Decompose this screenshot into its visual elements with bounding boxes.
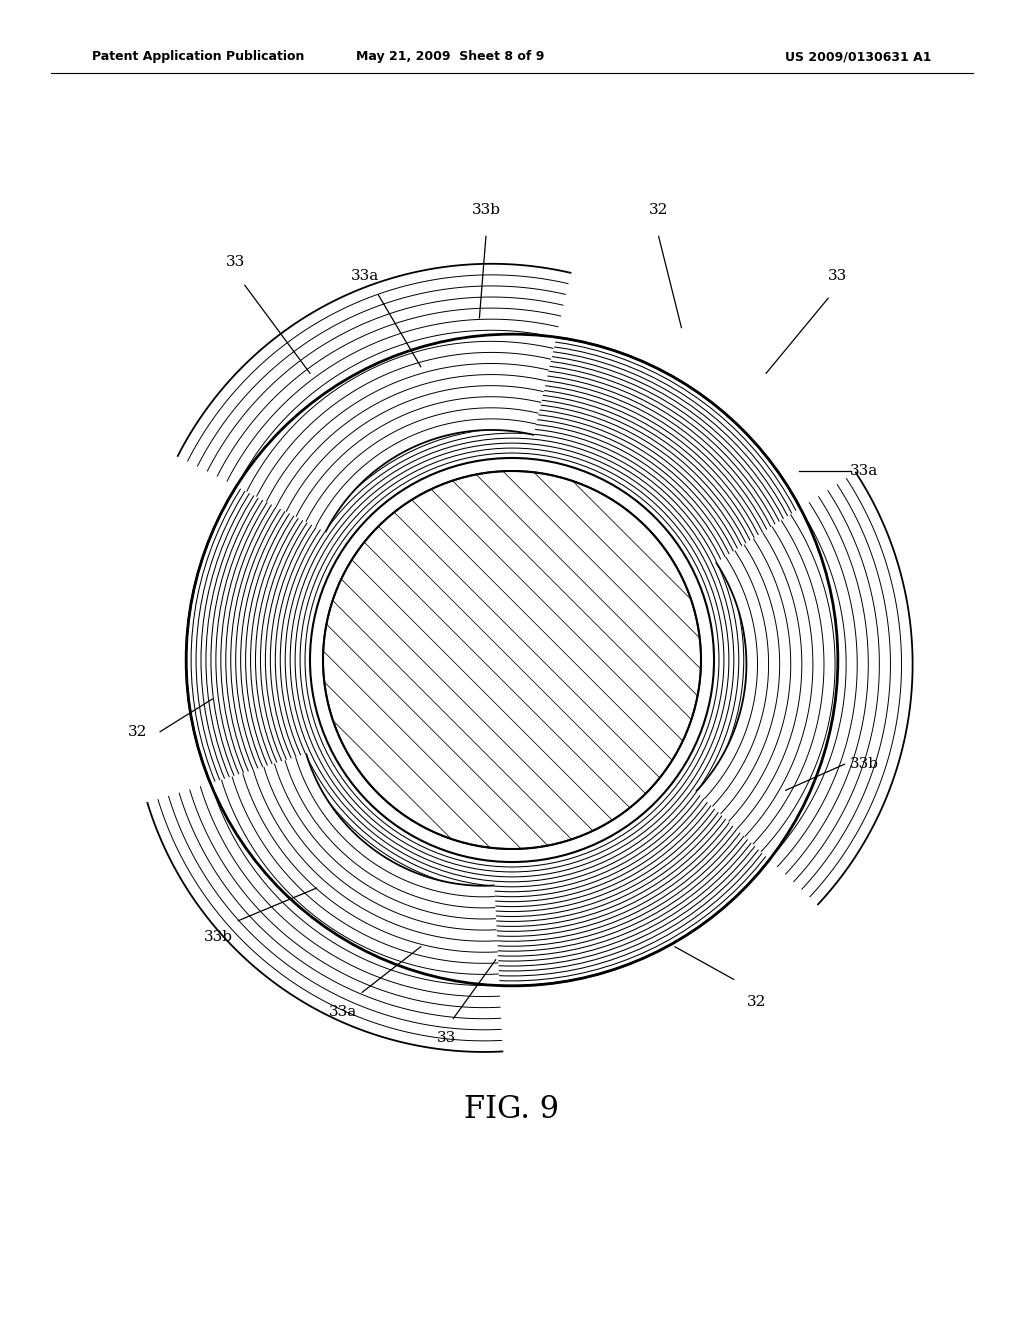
Text: 33b: 33b [204, 931, 233, 944]
Text: 33a: 33a [329, 1005, 356, 1019]
Text: 33a: 33a [850, 465, 878, 478]
Text: 33: 33 [225, 256, 245, 269]
Text: US 2009/0130631 A1: US 2009/0130631 A1 [785, 50, 932, 63]
Circle shape [323, 471, 701, 849]
Polygon shape [696, 473, 912, 904]
Text: Patent Application Publication: Patent Application Publication [92, 50, 304, 63]
Text: 33: 33 [437, 1031, 457, 1045]
Text: 33b: 33b [850, 758, 879, 771]
Text: 32: 32 [649, 203, 669, 218]
Text: 33a: 33a [351, 268, 380, 282]
Text: 33b: 33b [471, 203, 501, 218]
Polygon shape [147, 754, 503, 1052]
Text: 32: 32 [746, 995, 766, 1008]
Text: 32: 32 [128, 725, 147, 739]
Polygon shape [178, 264, 570, 532]
Circle shape [186, 334, 838, 986]
Text: May 21, 2009  Sheet 8 of 9: May 21, 2009 Sheet 8 of 9 [356, 50, 545, 63]
Text: 33: 33 [828, 268, 848, 282]
Text: FIG. 9: FIG. 9 [465, 1094, 559, 1125]
